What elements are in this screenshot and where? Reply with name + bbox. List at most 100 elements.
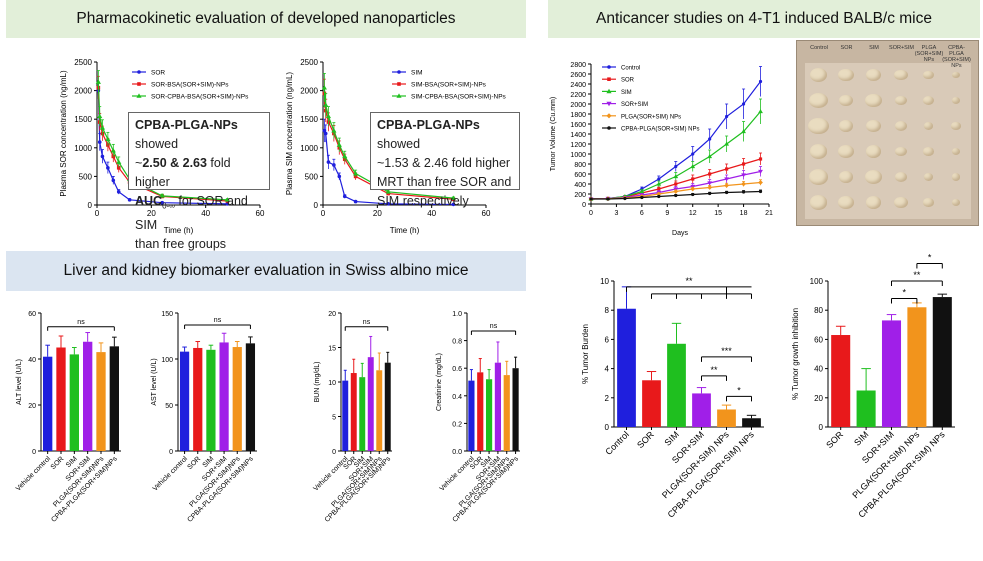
y-tick-label: 200 [574,192,586,199]
y-tick-label: 150 [161,311,173,318]
tumor-specimen [866,120,881,132]
x-tick-label: Vehicle control [15,455,52,492]
tumor-specimen [895,146,907,157]
tumor-specimen [951,122,961,130]
data-point [674,164,678,169]
y-tick-label: 500 [305,172,319,181]
significance-label: ns [77,319,85,326]
bar [109,346,119,451]
significance-label: *** [721,346,732,356]
x-tick-label: SIM [852,429,870,447]
tumor-specimen [923,70,934,80]
bar [468,380,475,451]
x-tick-label: 3 [614,210,618,217]
y-tick-label: 100 [810,277,824,286]
x-tick-label: 15 [714,210,722,217]
callout-bold: CPBA-PLGA-NPs [135,118,238,132]
pk-banner-title: Pharmacokinetic evaluation of developed … [76,10,456,27]
y-tick-label: 0.8 [452,339,462,346]
y-tick-label: 0.2 [452,421,462,428]
data-point [606,113,612,119]
bar [43,356,53,451]
bar [69,354,79,451]
y-tick-label: 20 [328,311,336,318]
bar [245,343,256,451]
y-tick-label: 1500 [74,115,92,124]
tumor-specimen [839,171,853,183]
data-point [708,191,712,196]
bar [219,342,229,451]
y-tick-label: 1200 [570,142,586,149]
tumor-specimen [809,195,828,210]
y-tick-label: 600 [574,172,586,179]
x-tick-label: 40 [427,209,436,218]
callout-bold: CPBA-PLGA-NPs [377,118,480,132]
tumor-specimen [894,197,908,208]
data-point [690,164,696,169]
data-point [724,183,730,188]
x-tick-label: SOR [50,455,66,471]
data-point [386,202,391,206]
tumor-photo: Control SOR SIM SOR+SIM PLGA (SOR+SIM) NPs CP… [796,40,979,226]
tumor-specimen [951,96,961,104]
data-point [640,195,644,200]
data-point [758,109,763,114]
data-point [332,163,336,167]
x-tick-label: 18 [740,210,748,217]
x-tick-label: Vehicle control [313,455,350,492]
bar [206,349,216,451]
y-tick-label: 20 [814,394,823,403]
data-point [137,70,141,74]
x-tick-label: Control [603,429,631,457]
y-tick-label: 2000 [74,87,92,96]
y-tick-label: 1000 [74,144,92,153]
data-point [106,166,110,170]
legend-label: SOR-BSA(SOR+SIM)-NPs [151,82,229,89]
bar [384,362,391,451]
data-point [116,166,121,170]
callout-text: SIM respectively [377,194,469,208]
tumor-specimen [922,95,935,106]
tumor-specimen [952,71,960,79]
data-point [656,181,662,186]
y-axis-label: % Tumor Burden [581,324,590,384]
bar [342,380,349,451]
bar [83,341,93,451]
y-tick-label: 80 [814,306,823,315]
data-point [607,126,611,130]
data-point [674,193,678,198]
callout-text: ~1.53 & 2.46 fold higher [377,156,511,170]
pk-banner: Pharmacokinetic evaluation of developed … [6,0,526,38]
y-tick-label: 100 [161,357,173,364]
data-point [758,189,763,194]
data-point [116,159,122,164]
data-point [451,202,456,207]
legend-label: SOR [621,78,635,84]
tumor-specimen [864,169,883,184]
x-axis-label: Time (h) [390,226,420,235]
tumor-specimen [839,95,853,106]
photo-column-header: PLGA (SOR+SIM) NPs [914,45,944,63]
y-tick-label: 1600 [570,122,586,129]
bar [742,418,761,427]
x-tick-label: 20 [147,209,156,218]
legend-label: Control [621,66,640,72]
y-tick-label: 2600 [570,72,586,79]
significance-label: * [928,252,932,262]
data-point [707,154,713,159]
data-point [159,193,165,198]
data-point [639,189,645,194]
data-point [673,174,679,179]
data-point [690,186,696,192]
y-axis-label: Creatinine (mg/dL) [436,353,443,411]
bar [692,393,711,427]
y-tick-label: 0 [819,423,824,432]
data-point [336,142,342,147]
bar [667,343,686,427]
x-axis-label: Time (h) [164,226,194,235]
bar [193,347,203,451]
x-tick-label: SIM [663,429,681,447]
bar [881,320,902,427]
tumor-specimen [809,92,828,109]
